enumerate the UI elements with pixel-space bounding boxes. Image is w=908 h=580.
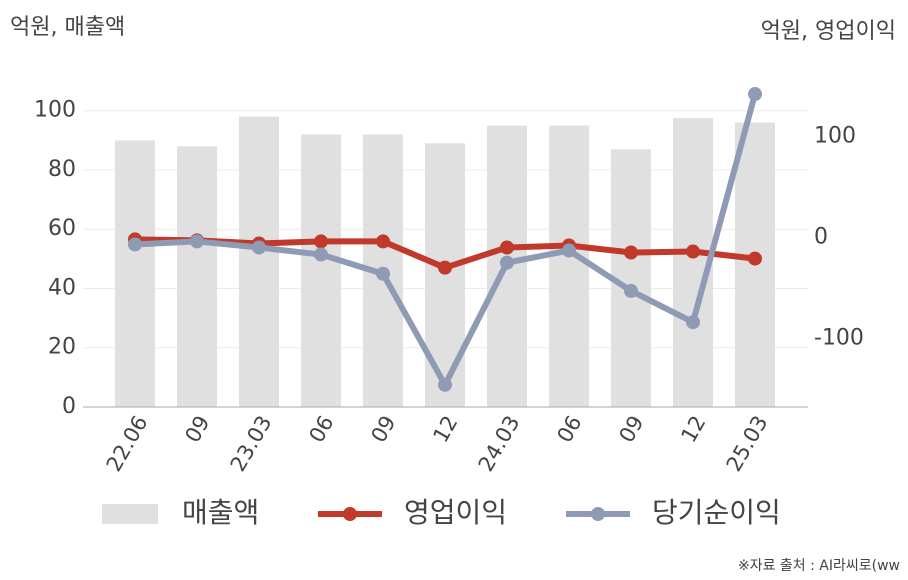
y-tick-label: 60 [48,216,76,241]
legend-swatch [591,507,605,521]
y2-axis-label: 억원, 영업이익 [761,19,896,44]
x-tick-label: 12 [428,412,462,447]
bar [239,116,279,408]
source-note: ※자료 출처 : AI라씨로(ww [738,558,900,574]
legend-label: 영업이익 [404,496,507,529]
y2-tick-label: 100 [814,123,856,148]
point [438,377,452,392]
point [128,237,142,252]
point [314,247,328,262]
point [686,315,700,330]
bar [177,146,217,407]
point [748,87,762,102]
legend-label: 당기순이익 [652,496,781,529]
x-tick-label: 09 [614,412,648,447]
point [500,255,514,270]
y2-tick-label: 0 [814,224,828,249]
legend-swatch [102,504,158,524]
x-tick-label: 25.03 [722,412,773,476]
point [376,234,390,249]
bar [611,149,651,408]
point [500,240,514,255]
bar [549,125,589,408]
legend-swatch [343,507,357,521]
point [314,234,328,249]
x-tick-label: 22.06 [102,412,153,476]
y-tick-label: 0 [62,394,76,419]
point [376,266,390,281]
legend-label: 매출액 [182,496,259,529]
x-tick-label: 24.03 [474,412,525,476]
point [624,283,638,298]
point [438,260,452,275]
x-tick-label: 12 [676,412,710,447]
y2-tick-label: -100 [814,325,864,350]
x-tick-label: 06 [552,412,586,447]
bar [115,140,155,407]
point [686,244,700,259]
y-tick-label: 80 [48,157,76,182]
x-tick-label: 09 [366,412,400,447]
y-axis-label: 억원, 매출액 [10,15,125,40]
y-tick-label: 100 [34,98,76,123]
point [624,245,638,260]
point [748,251,762,266]
point [562,243,576,258]
point [190,234,204,249]
bar [301,134,341,407]
bar [425,143,465,408]
point [252,240,266,255]
y-tick-label: 20 [48,335,76,360]
x-tick-label: 06 [304,412,338,447]
x-tick-label: 09 [180,412,214,447]
x-tick-label: 23.03 [226,412,277,476]
y-tick-label: 40 [48,275,76,300]
